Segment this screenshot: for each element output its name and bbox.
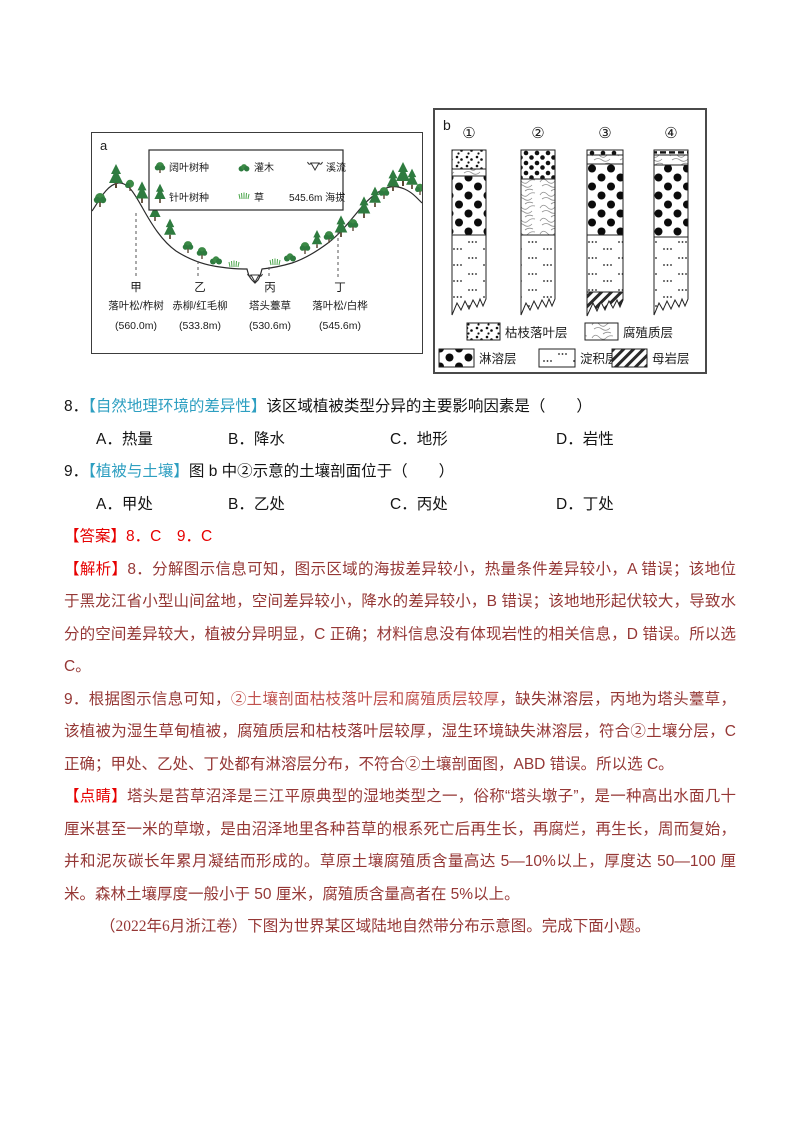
tips-tag: 【点睛】 bbox=[64, 788, 127, 805]
answer-text: 8．C 9．C bbox=[126, 528, 213, 545]
site-elevation: (560.0m) bbox=[115, 320, 157, 332]
option-8-c: C．地形 bbox=[390, 430, 448, 448]
question-9-options: A．甲处 B．乙处 C．丙处 D．丁处 bbox=[64, 489, 736, 522]
question-9-number: 9． bbox=[64, 463, 89, 480]
site-species: 赤柳/红毛柳 bbox=[172, 299, 227, 312]
answer-tag: 【答案】 bbox=[64, 528, 127, 545]
option-9-a: A．甲处 bbox=[96, 495, 153, 513]
analysis-tag: 【解析】 bbox=[64, 560, 128, 578]
conifer-tree-icon bbox=[154, 183, 166, 203]
question-8-stem: 该区域植被类型分异的主要影响因素是（ ） bbox=[266, 398, 592, 415]
legend-humus-label: 腐殖质层 bbox=[623, 325, 673, 340]
site-name: 丁 bbox=[334, 282, 346, 294]
site-elevation: (533.8m) bbox=[179, 320, 221, 332]
analysis-9-pre: 9．根据图示信息可知， bbox=[64, 690, 231, 708]
analysis-8-paragraph: 【解析】8．分解图示信息可知，图示区域的海拔差异较小，热量条件差异较小，A 错误… bbox=[64, 554, 736, 684]
analysis-9-paragraph: 9．根据图示信息可知，②土壤剖面枯枝落叶层和腐殖质层较厚，缺失淋溶层，丙地为塔头… bbox=[64, 684, 736, 782]
site-species: 塔头薹草 bbox=[249, 299, 291, 312]
legend-grass-label: 草 bbox=[254, 192, 264, 204]
valley-cross-section: a bbox=[92, 138, 422, 332]
option-8-a: A．热量 bbox=[96, 430, 153, 448]
question-8-tag: 【自然地理环境的差异性】 bbox=[88, 398, 267, 415]
option-9-d: D．丁处 bbox=[556, 495, 614, 513]
legend-broadleaf-label: 阔叶树种 bbox=[169, 161, 209, 174]
vegetation-icons bbox=[93, 162, 422, 268]
site-elevation: (530.6m) bbox=[249, 320, 291, 332]
tips-text: 塔头是苔草沼泽是三江平原典型的湿地类型之一，俗称“塔头墩子”，是一种高出水面几十… bbox=[64, 788, 736, 903]
site-elevation: (545.6m) bbox=[319, 320, 361, 332]
profile-number: ② bbox=[531, 125, 544, 142]
profile-number: ④ bbox=[664, 125, 677, 142]
analysis-9-post: ，缺失淋溶层，丙地为塔头薹草，该植被为湿生草甸植被，腐殖质层和枯枝落叶层较厚，湿… bbox=[64, 690, 736, 773]
next-section-intro: （2022年6月浙江卷）下图为世界某区域陆地自然带分布示意图。完成下面小题。 bbox=[100, 918, 651, 935]
figure-b-legend: 枯枝落叶层 腐殖质层 淋溶层 淀积层 母岩层 bbox=[438, 322, 690, 368]
option-8-b: B．降水 bbox=[228, 430, 285, 448]
answer-line: 【答案】8．C 9．C bbox=[64, 521, 736, 554]
question-8-options: A．热量 B．降水 C．地形 D．岩性 bbox=[64, 424, 736, 457]
profile-numbers: ① ② ③ ④ bbox=[462, 125, 677, 142]
site-name: 甲 bbox=[130, 282, 142, 294]
option-9-c: C．丙处 bbox=[390, 495, 448, 513]
profile-number: ③ bbox=[598, 125, 611, 142]
question-8-number: 8． bbox=[64, 398, 89, 415]
stream-legend-icon bbox=[307, 161, 323, 172]
site-species: 落叶松/白桦 bbox=[312, 299, 368, 312]
legend-stream-label: 溪流 bbox=[326, 161, 346, 174]
site-labels: 甲 落叶松/柞树 (560.0m) 乙 赤柳/红毛柳 (533.8m) 丙 塔头… bbox=[108, 281, 368, 332]
grass-icon bbox=[238, 192, 250, 200]
question-8-line: 8．【自然地理环境的差异性】该区域植被类型分异的主要影响因素是（ ） bbox=[64, 391, 736, 424]
analysis-8-text: 8．分解图示信息可知，图示区域的海拔差异较小，热量条件差异较小，A 错误；该地位… bbox=[64, 560, 736, 676]
analysis-9-highlight: ②土壤剖面枯枝落叶层和腐殖质层较厚 bbox=[230, 690, 500, 708]
figure-b: b ① ② ③ ④ bbox=[433, 108, 707, 374]
legend-leached-label: 淋溶层 bbox=[479, 351, 517, 366]
soil-profile-2 bbox=[520, 149, 556, 316]
legend-litter-label: 枯枝落叶层 bbox=[505, 325, 568, 340]
figure-a-label: a bbox=[100, 138, 108, 153]
shrub-icon bbox=[238, 164, 250, 172]
site-name: 丙 bbox=[264, 282, 276, 294]
soil-profile-1 bbox=[451, 149, 487, 316]
soil-profile-diagram: b ① ② ③ ④ bbox=[438, 117, 690, 368]
question-block: 8．【自然地理环境的差异性】该区域植被类型分异的主要影响因素是（ ） A．热量 … bbox=[64, 391, 736, 944]
site-name: 乙 bbox=[194, 281, 206, 294]
figure-a-legend: 阔叶树种 灌木 溪流 针叶树种 草 545.6m 海拔 bbox=[148, 149, 346, 211]
question-9-stem: 图 b 中②示意的土壤剖面位于（ ） bbox=[188, 463, 455, 480]
legend-conifer-label: 针叶树种 bbox=[169, 191, 209, 204]
site-species: 落叶松/柞树 bbox=[108, 299, 164, 312]
figure-a: a bbox=[91, 132, 423, 354]
profile-number: ① bbox=[462, 125, 475, 142]
option-8-d: D．岩性 bbox=[556, 430, 614, 448]
option-9-b: B．乙处 bbox=[228, 495, 285, 513]
legend-bedrock-label: 母岩层 bbox=[652, 351, 690, 366]
question-9-line: 9．【植被与土壤】图 b 中②示意的土壤剖面位于（ ） bbox=[64, 456, 736, 489]
broadleaf-tree-icon bbox=[154, 162, 166, 173]
tips-paragraph: 【点睛】塔头是苔草沼泽是三江平原典型的湿地类型之一，俗称“塔头墩子”，是一种高出… bbox=[64, 781, 736, 911]
soil-profile-3 bbox=[586, 149, 624, 317]
legend-shrub-label: 灌木 bbox=[254, 162, 274, 174]
question-9-tag: 【植被与土壤】 bbox=[88, 463, 189, 480]
legend-elevation-label: 545.6m 海拔 bbox=[289, 191, 345, 204]
figure-b-label: b bbox=[443, 117, 451, 133]
site-locator-lines bbox=[135, 213, 339, 278]
legend-illuvial-label: 淀积层 bbox=[580, 352, 618, 366]
stream-icon bbox=[247, 273, 263, 284]
soil-profile-4 bbox=[653, 149, 689, 316]
